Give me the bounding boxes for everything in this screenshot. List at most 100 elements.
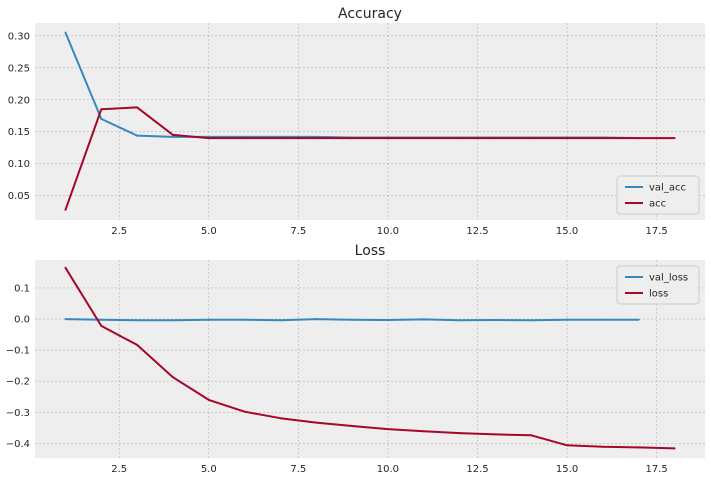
data-point-val_acc [171, 135, 174, 138]
data-point-loss [136, 343, 139, 346]
data-point-val_loss [566, 318, 569, 321]
x-tick-label: 17.5 [645, 226, 667, 237]
data-point-acc [530, 137, 533, 140]
data-point-acc [136, 106, 139, 109]
data-point-val_loss [637, 318, 640, 321]
data-point-loss [386, 428, 389, 431]
data-point-val_acc [100, 117, 103, 120]
data-point-val_loss [243, 318, 246, 321]
y-tick-label: 0.15 [8, 127, 30, 138]
data-point-val_loss [601, 318, 604, 321]
x-tick-label: 7.5 [290, 226, 306, 237]
data-point-loss [422, 430, 425, 433]
data-point-val_loss [64, 318, 67, 321]
x-tick-label: 10.0 [377, 226, 399, 237]
accuracy-chart: 2.5 5.0 7.5 10.0 12.5 15.0 17.5 0.05 0.10 0.15 0.2… [8, 6, 705, 237]
x-tick-label: 15.0 [556, 464, 578, 475]
data-point-acc [386, 137, 389, 140]
data-point-val_loss [100, 318, 103, 321]
legend-label: val_loss [649, 273, 688, 284]
data-point-val_acc [64, 31, 67, 34]
data-point-loss [494, 433, 497, 436]
loss-chart: 2.5 5.0 7.5 10.0 12.5 15.0 17.5 −0.4 −0.3 −0.2 −0.… [6, 243, 705, 475]
data-point-acc [566, 137, 569, 140]
data-point-acc [351, 137, 354, 140]
data-point-loss [315, 421, 318, 424]
data-point-loss [64, 266, 67, 269]
data-point-loss [100, 324, 103, 327]
y-tick-label: 0.05 [8, 191, 30, 202]
legend-box [616, 175, 700, 215]
data-point-acc [494, 137, 497, 140]
data-point-val_loss [494, 318, 497, 321]
x-tick-label: 2.5 [111, 464, 127, 475]
data-point-loss [530, 434, 533, 437]
data-point-acc [243, 137, 246, 140]
data-point-loss [458, 432, 461, 435]
data-point-acc [637, 137, 640, 140]
y-tick-label: −0.1 [6, 346, 30, 357]
data-point-acc [673, 137, 676, 140]
data-point-loss [601, 445, 604, 448]
y-tick-label: −0.4 [6, 439, 30, 450]
data-point-acc [315, 137, 318, 140]
legend-label: loss [649, 289, 668, 300]
data-point-val_loss [315, 318, 318, 321]
data-point-val_loss [422, 318, 425, 321]
data-point-loss [673, 447, 676, 450]
data-point-val_loss [530, 319, 533, 322]
data-point-acc [100, 108, 103, 111]
series-line-acc [64, 106, 675, 211]
data-point-val_loss [279, 319, 282, 322]
legend-label: acc [649, 199, 666, 210]
plot-area [35, 23, 705, 220]
x-tick-label: 2.5 [111, 226, 127, 237]
y-tick-label: 0.30 [8, 31, 30, 42]
plot-area [35, 260, 705, 458]
chart-title: Loss [355, 243, 386, 259]
data-point-acc [458, 137, 461, 140]
x-tick-label: 17.5 [645, 464, 667, 475]
series-line-loss [64, 267, 675, 450]
y-tick-label: −0.3 [6, 408, 30, 419]
legend-label: val_acc [649, 183, 686, 194]
y-tick-label: 0.1 [14, 283, 30, 294]
data-point-val_loss [207, 318, 210, 321]
y-tick-label: 0.25 [8, 63, 30, 74]
data-point-val_loss [386, 318, 389, 321]
y-tick-label: −0.2 [6, 377, 30, 388]
x-tick-label: 5.0 [201, 226, 217, 237]
x-tick-label: 15.0 [556, 226, 578, 237]
data-point-loss [207, 398, 210, 401]
x-tick-label: 12.5 [466, 464, 488, 475]
x-tick-label: 12.5 [466, 226, 488, 237]
x-tick-label: 5.0 [201, 464, 217, 475]
data-point-acc [422, 137, 425, 140]
data-point-loss [637, 446, 640, 449]
chart-title: Accuracy [338, 6, 402, 22]
data-point-loss [566, 444, 569, 447]
data-point-val_loss [458, 319, 461, 322]
data-point-val_loss [136, 319, 139, 322]
data-point-acc [171, 133, 174, 136]
x-tick-label: 7.5 [290, 464, 306, 475]
legend-box [616, 265, 700, 305]
data-point-loss [171, 376, 174, 379]
data-point-acc [279, 137, 282, 140]
data-point-val_loss [171, 319, 174, 322]
y-tick-label: 0.0 [14, 315, 30, 326]
x-tick-label: 10.0 [377, 464, 399, 475]
data-point-loss [351, 424, 354, 427]
data-point-loss [279, 417, 282, 420]
data-point-acc [207, 137, 210, 140]
data-point-acc [601, 137, 604, 140]
y-tick-label: 0.10 [8, 159, 30, 170]
data-point-val_loss [351, 318, 354, 321]
data-point-val_acc [136, 134, 139, 137]
data-point-acc [64, 208, 67, 211]
data-point-loss [243, 410, 246, 413]
y-tick-label: 0.20 [8, 95, 30, 106]
